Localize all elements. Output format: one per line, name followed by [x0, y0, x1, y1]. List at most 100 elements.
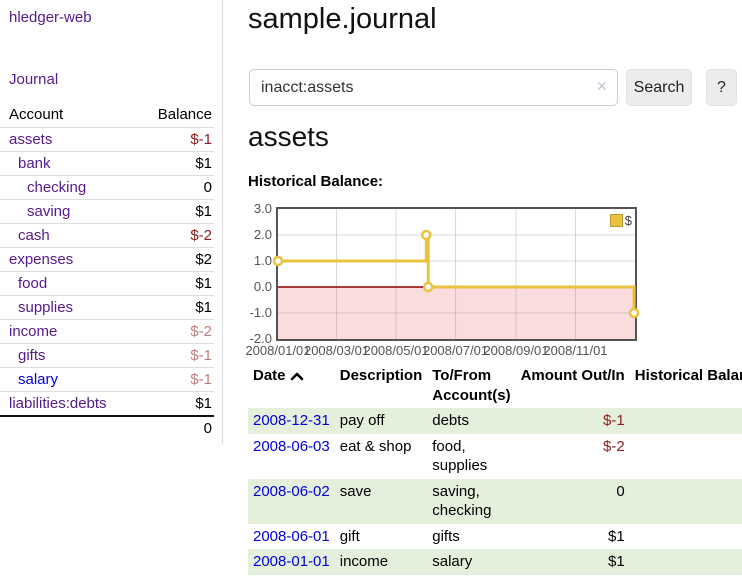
account-row: bank $1	[0, 151, 214, 175]
register-header-row: Date Description To/From Account(s) Amou…	[248, 363, 742, 408]
account-balance: $2	[195, 250, 212, 268]
transaction-accounts: food, supplies	[432, 437, 488, 475]
account-balance: $1	[195, 274, 212, 292]
transaction-balance: 0	[630, 434, 742, 479]
chart-title: Historical Balance:	[248, 173, 384, 190]
transaction-description: save	[339, 482, 372, 500]
account-link-bank[interactable]: bank	[18, 154, 51, 172]
transaction-date-link[interactable]: 2008-12-31	[253, 412, 330, 429]
transaction-description: pay off	[339, 412, 385, 429]
legend-swatch-icon	[609, 214, 623, 227]
account-balance: $1	[195, 154, 212, 172]
sort-ascending-icon	[290, 367, 304, 387]
transaction-amount: $-1	[603, 412, 625, 429]
x-axis-tick-label: 2008/09/01	[483, 343, 549, 358]
transaction-description: eat & shop	[339, 437, 412, 455]
y-axis-tick-label: -2.0	[249, 331, 272, 346]
transaction-balance: $1	[630, 549, 742, 575]
y-axis-tick-label: 2.0	[253, 227, 272, 242]
transaction-date-link[interactable]: 2008-06-01	[253, 527, 330, 545]
register-row: 2008-06-02 save saving, checking 0 $2	[248, 478, 742, 524]
account-balance: $1	[195, 202, 212, 220]
transaction-balance: $2	[630, 479, 742, 524]
transaction-balance: $2	[630, 524, 742, 550]
x-axis-tick-label: 2008/07/01	[422, 343, 489, 358]
x-axis-tick-label: 2008/11/01	[543, 343, 608, 358]
transaction-date-link[interactable]: 2008-01-01	[253, 553, 330, 570]
search-input[interactable]	[249, 69, 618, 106]
register-col-amount: Amount Out/In	[520, 367, 625, 384]
balance-chart-canvas	[272, 209, 640, 339]
register-col-accounts: To/From Account(s)	[432, 367, 511, 404]
transaction-amount: 0	[616, 482, 625, 500]
accounts-total-value: 0	[203, 419, 212, 437]
account-link-gifts[interactable]: gifts	[18, 346, 46, 364]
legend-label: $	[624, 213, 632, 228]
register-col-balance: Historical Balance	[634, 367, 742, 384]
account-link-cash[interactable]: cash	[18, 226, 50, 244]
account-balance: $-1	[190, 346, 212, 364]
search-bar: ✕ Search ?	[249, 69, 737, 106]
help-button[interactable]: ?	[706, 69, 737, 106]
x-axis-tick-label: 2008/01/01	[245, 343, 311, 358]
account-link-liabilities-debts[interactable]: liabilities:debts	[9, 394, 107, 412]
balance-chart[interactable]: $	[272, 207, 640, 341]
y-axis-tick-label: 1.0	[253, 253, 272, 268]
x-axis-tick-label: 2008/03/01	[303, 343, 370, 358]
account-link-expenses[interactable]: expenses	[9, 250, 74, 268]
transaction-description: gift	[339, 527, 360, 545]
account-balance: $1	[195, 298, 212, 316]
account-row: food $1	[0, 271, 214, 295]
transaction-date-link[interactable]: 2008-06-03	[253, 437, 330, 455]
accounts-header-row: Account Balance	[0, 103, 214, 127]
y-axis-tick-label: 0.0	[253, 279, 272, 294]
transaction-balance: $-1	[630, 408, 742, 434]
account-row: cash $-2	[0, 223, 214, 247]
search-button[interactable]: Search	[626, 69, 692, 106]
account-row: gifts $-1	[0, 343, 214, 367]
accounts-col-balance: Balance	[157, 106, 212, 124]
register-row: 2008-06-01 gift gifts $1 $2	[248, 524, 742, 550]
clear-search-icon[interactable]: ✕	[596, 78, 608, 94]
chart-legend: $	[609, 213, 632, 228]
register-row: 2008-01-01 income salary $1 $1	[248, 549, 742, 575]
account-row: expenses $2	[0, 247, 214, 271]
account-link-supplies[interactable]: supplies	[18, 298, 74, 316]
y-axis-tick-label: 3.0	[253, 201, 272, 216]
transaction-amount: $1	[608, 527, 625, 545]
transaction-amount: $-2	[603, 437, 625, 455]
account-row: saving $1	[0, 199, 214, 223]
register-col-description: Description	[339, 367, 423, 384]
register-table: Date Description To/From Account(s) Amou…	[248, 363, 742, 575]
account-link-salary[interactable]: salary	[18, 370, 59, 388]
account-link-assets[interactable]: assets	[9, 130, 53, 148]
account-balance: $-2	[190, 226, 212, 244]
account-row: income $-2	[0, 319, 214, 343]
accounts-col-account: Account	[9, 106, 64, 124]
account-balance: 0	[203, 178, 212, 196]
account-link-food[interactable]: food	[18, 274, 48, 292]
register-row: 2008-12-31 pay off debts $-1 $-1	[248, 408, 742, 434]
transaction-accounts: debts	[432, 412, 469, 429]
register-col-date[interactable]: Date	[248, 363, 335, 408]
y-axis-tick-label: -1.0	[249, 305, 272, 320]
sidebar-item-journal[interactable]: Journal	[9, 71, 59, 88]
account-heading: assets	[248, 121, 329, 152]
sidebar: hledger-web Journal Account Balance asse…	[0, 0, 223, 444]
accounts-table: Account Balance assets $-1 bank $1 check…	[0, 103, 214, 440]
register-row: 2008-06-03 eat & shop food, supplies $-2…	[248, 434, 742, 479]
account-balance: $-1	[190, 370, 212, 388]
account-link-saving[interactable]: saving	[27, 202, 71, 220]
account-row: liabilities:debts $1	[0, 391, 214, 416]
account-balance: $-1	[190, 130, 212, 148]
account-row: supplies $1	[0, 295, 214, 319]
transaction-amount: $1	[608, 553, 625, 570]
account-row: salary $-1	[0, 367, 214, 391]
transaction-date-link[interactable]: 2008-06-02	[253, 482, 330, 500]
transaction-accounts: gifts	[432, 527, 460, 545]
app-brand-link[interactable]: hledger-web	[9, 9, 92, 26]
account-link-checking[interactable]: checking	[27, 178, 87, 196]
transaction-accounts: saving, checking	[432, 482, 492, 520]
account-link-income[interactable]: income	[9, 322, 58, 340]
account-balance: $1	[195, 394, 212, 412]
